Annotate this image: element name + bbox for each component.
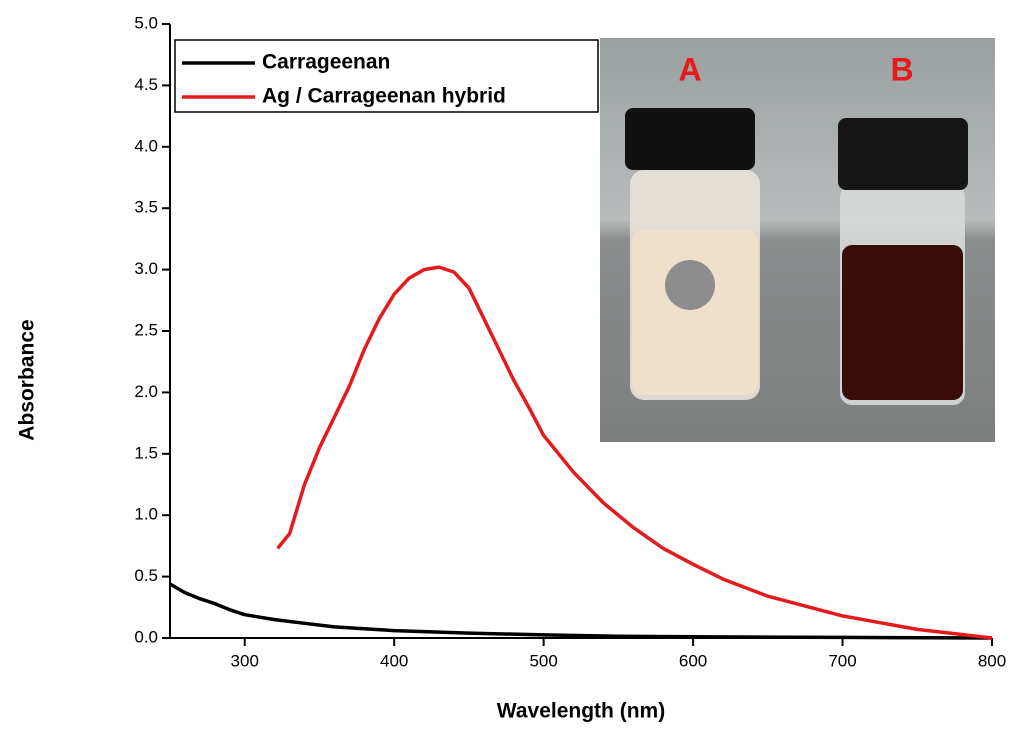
y-tick-label: 3.5	[134, 198, 158, 217]
y-tick-label: 1.0	[134, 505, 158, 524]
x-tick-label: 500	[529, 651, 557, 670]
y-tick-label: 5.0	[134, 13, 158, 32]
inset-photo	[600, 38, 995, 442]
y-tick-label: 1.5	[134, 443, 158, 462]
legend-label: Ag / Carrageenan hybrid	[262, 85, 506, 108]
legend-box	[174, 39, 599, 113]
y-axis-label: Absorbance	[16, 319, 39, 440]
x-tick-label: 600	[679, 651, 707, 670]
x-tick-label: 400	[380, 651, 408, 670]
y-tick-label: 2.5	[134, 320, 158, 339]
x-tick-label: 800	[978, 651, 1006, 670]
y-tick-label: 3.0	[134, 259, 158, 278]
series-line	[276, 265, 993, 640]
y-tick-label: 2.0	[134, 382, 158, 401]
legend-label: Carrageenan	[262, 51, 390, 74]
y-tick-label: 4.5	[134, 75, 158, 94]
x-tick-label: 700	[828, 651, 856, 670]
inset-label: B	[890, 51, 913, 87]
series-line	[169, 582, 993, 640]
y-tick-label: 0.5	[134, 566, 158, 585]
x-tick-label: 300	[231, 651, 259, 670]
x-axis-label: Wavelength (nm)	[497, 700, 665, 723]
y-tick-label: 4.0	[134, 136, 158, 155]
y-tick-label: 0.0	[134, 627, 158, 646]
inset-label: A	[678, 51, 701, 87]
